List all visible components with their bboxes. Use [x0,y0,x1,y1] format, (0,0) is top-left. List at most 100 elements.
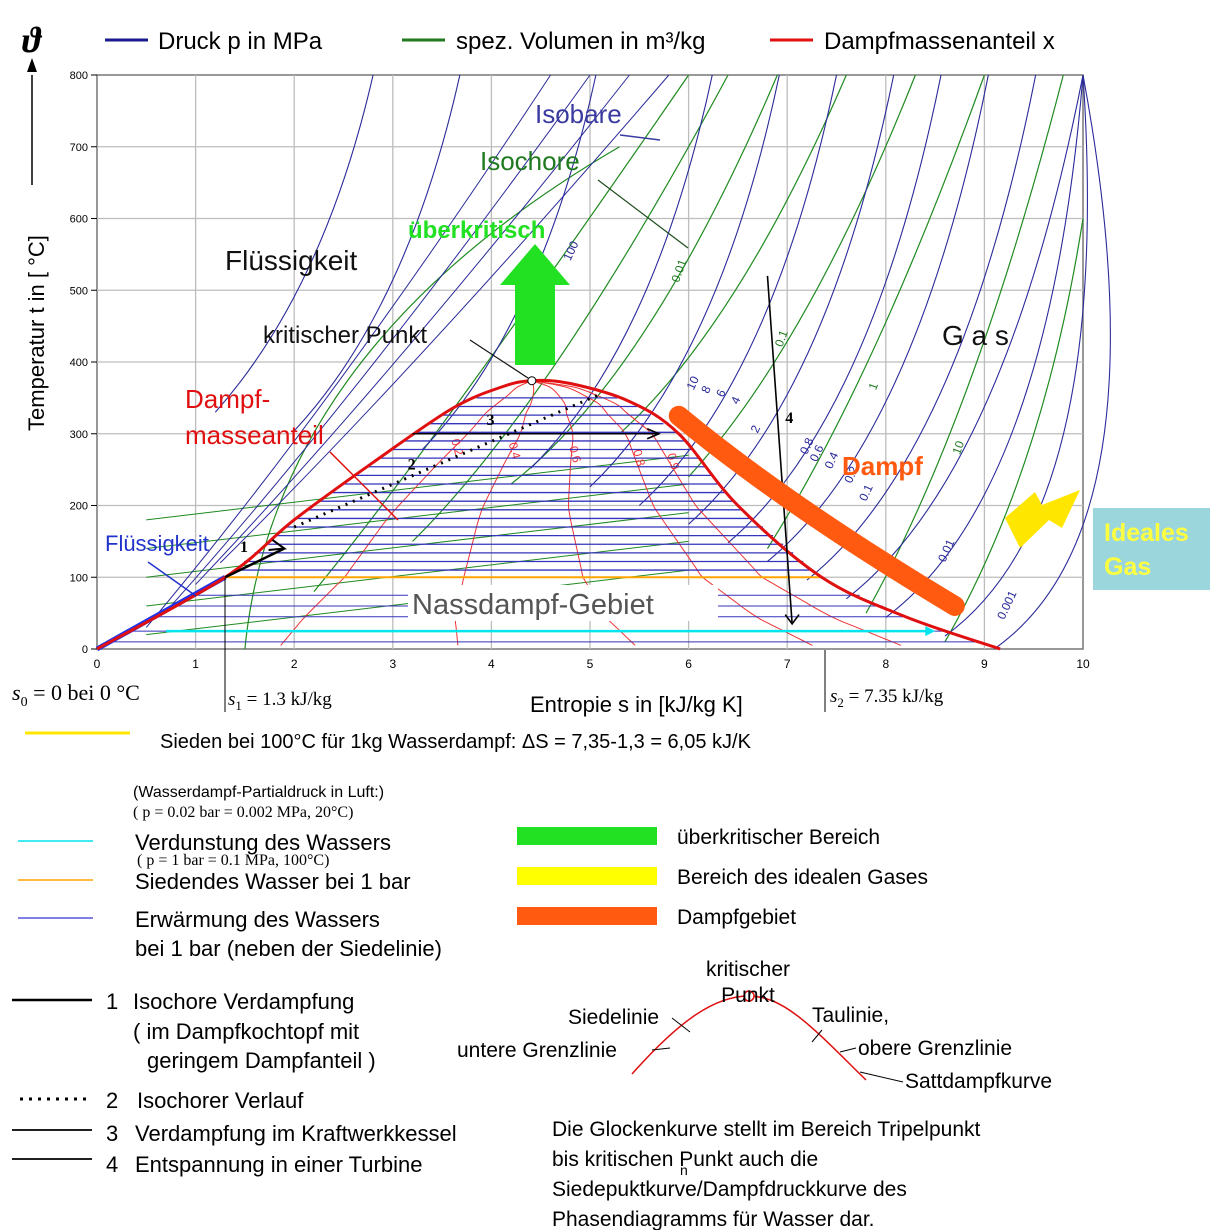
legend-steam-swatch [517,907,657,925]
y-axis-label: Temperatur t in [ °C] [24,235,49,431]
label-gas: G a s [942,320,1009,351]
legend-path1-num: 1 [106,989,118,1014]
x-tick-label: 2 [291,657,298,671]
label-ideales: Ideales [1104,519,1189,547]
header-legend: ϑ Druck p in MPa spez. Volumen in m³/kg … [22,20,1055,60]
small-untere-pointer [651,1047,671,1051]
legend-heating-label: Erwärmung des Wassers [135,907,380,932]
quality-curves: 0.2 0.4 0.6 0.8 0.9 [280,380,902,646]
isochore-line [146,454,689,521]
path-number-4: 4 [785,410,793,427]
legend-boiling-label: Siedendes Wasser bei 1 bar [135,869,411,894]
note-small-n: n [680,1162,688,1178]
label-gas-box: Gas [1104,553,1151,581]
y-tick-label: 600 [70,214,88,226]
arrow-fluessigkeit-left [147,561,197,597]
y-tick-label: 300 [70,429,88,441]
quality-line [531,380,813,646]
note-line-3: Siedepuktkurve/Dampfdruckkurve des [552,1178,907,1201]
path-1-line [224,547,285,579]
arrow-isochore [597,179,689,249]
path-3-arrowhead [646,427,662,440]
wet-steam-lines [95,397,980,652]
legend-heating-label-2: bei 1 bar (neben der Siedelinie) [135,936,442,961]
quality-label: 0.4 [506,441,524,461]
legend-supercritical-swatch [517,827,657,845]
ideal-gas-box [1093,508,1210,590]
y-axis-arrow-head [27,58,37,72]
legend-path1-label-3: geringem Dampfanteil ) [147,1048,376,1073]
entropy-labels: s0 = 0 bei 0 °C s1 = 1.3 kJ/kg Entropie … [12,578,944,717]
x-tick-label: 9 [981,657,988,671]
small-taulinie-pointer [811,1029,823,1043]
s0-label: s0 = 0 bei 0 °C [12,680,140,710]
legend-right: überkritischer Bereich Bereich des ideal… [517,826,928,929]
y-tick-label: 500 [70,285,88,297]
saturation-dome [96,376,1001,651]
arrow-isobare [619,134,661,141]
isobar-line [195,74,630,585]
small-taulinie: Taulinie, [812,1004,889,1027]
isobar-line [214,74,374,413]
isobar-line [170,74,591,607]
isochore-line [244,146,620,650]
isobar-line [944,74,1088,637]
small-siedelinie: Siedelinie [568,1006,659,1029]
legend-path2-label: Isochorer Verlauf [137,1088,304,1113]
x-tick-label: 7 [784,657,791,671]
isochore-line [146,540,689,607]
isochore-value-label: 10 [949,439,967,457]
x-axis-label: Entropie s in [kJ/kg K] [530,692,743,717]
small-obere-pointer [839,1047,857,1053]
quality-label: 0.2 [448,437,466,457]
legend-path3-num: 3 [106,1121,118,1146]
arrow-kritischer-punkt [469,339,529,379]
legend-left: Verdunstung des Wassers ( p = 1 bar = 0.… [18,830,442,961]
small-dome-diagram: kritischer Punkt Siedelinie untere Grenz… [457,958,1052,1093]
isochore-line [619,74,847,435]
partial-pressure-cond-a: ( p = 0.02 bar = 0.002 MPa, 20°C) [133,804,353,821]
isobar-value-label: 0.2 [841,464,861,485]
legend-supercritical-label: überkritischer Bereich [677,826,880,849]
x-tick-label: 0 [94,657,101,671]
legend-path1-label-2: ( im Dampfkochtopf mit [133,1019,359,1044]
x-tick-label: 10 [1076,657,1090,671]
process-paths: 1 2 3 4 [224,275,965,626]
isochore-value-label: 0.1 [772,328,791,349]
s2-label: s2 = 7.35 kJ/kg [830,686,944,710]
note-line-1: Die Glockenkurve stellt im Bereich Tripe… [552,1118,981,1141]
boiling-note: Sieden bei 100°C für 1kg Wasserdampf: ΔS… [160,731,752,753]
quality-line [280,380,533,646]
y-tick-label: 800 [70,70,88,82]
isobar-value-label: 0.6 [807,442,827,463]
isochore-line [412,74,729,542]
evaporation-arrowhead [925,626,936,637]
label-dampf-masse-2: masseanteil [185,420,324,450]
y-tick-label: 200 [70,501,88,513]
critical-point [527,376,537,386]
y-tick-label: 100 [70,572,88,584]
legend-ideal-swatch [517,867,657,885]
small-untere: untere Grenzlinie [457,1039,617,1062]
legend-steam-label: Dampfgebiet [677,906,796,929]
legend-paths: 1 Isochore Verdampfung ( im Dampfkochtop… [12,989,457,1177]
label-ueberkritisch: überkritisch [408,217,545,244]
isobar-line [638,74,838,506]
small-punkt: Punkt [721,984,775,1007]
path-4-arrowhead [784,614,800,626]
label-nassdampf: Nassdampf-Gebiet [412,589,654,621]
legend-quality-label: Dampfmassenanteil x [824,28,1055,55]
isochore-line [944,218,1084,643]
isochore-value-label: 1 [866,380,882,391]
arrow-ideal-gas [1005,490,1080,548]
small-sattdampf: Sattdampfkurve [905,1070,1052,1093]
isobar-line [993,74,1111,650]
legend-path4-num: 4 [106,1152,118,1177]
isobar-value-label: 0.4 [822,450,842,471]
x-tick-label: 8 [882,657,889,671]
y-tick-label: 0 [82,644,88,656]
isobar-line [589,74,780,488]
isobar-line [145,74,551,628]
path-number-1: 1 [240,539,248,556]
isochore-line [313,74,690,592]
